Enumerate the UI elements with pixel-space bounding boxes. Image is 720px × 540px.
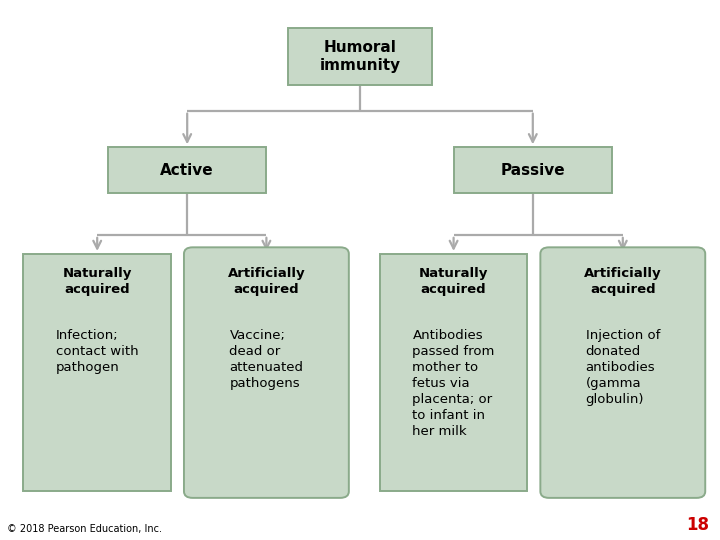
Text: Artificially
acquired: Artificially acquired	[228, 267, 305, 296]
Text: © 2018 Pearson Education, Inc.: © 2018 Pearson Education, Inc.	[7, 523, 162, 534]
FancyBboxPatch shape	[540, 247, 705, 498]
FancyBboxPatch shape	[184, 247, 348, 498]
Text: Injection of
donated
antibodies
(gamma
globulin): Injection of donated antibodies (gamma g…	[585, 329, 660, 406]
FancyBboxPatch shape	[108, 147, 266, 193]
Text: Naturally
acquired: Naturally acquired	[63, 267, 132, 296]
FancyBboxPatch shape	[380, 254, 527, 491]
Text: Infection;
contact with
pathogen: Infection; contact with pathogen	[56, 329, 138, 374]
FancyBboxPatch shape	[288, 28, 432, 85]
Text: Passive: Passive	[500, 163, 565, 178]
FancyBboxPatch shape	[24, 254, 171, 491]
FancyBboxPatch shape	[454, 147, 612, 193]
Text: Vaccine;
dead or
attenuated
pathogens: Vaccine; dead or attenuated pathogens	[230, 329, 303, 390]
Text: 18: 18	[686, 516, 709, 534]
Text: Artificially
acquired: Artificially acquired	[584, 267, 662, 296]
Text: Naturally
acquired: Naturally acquired	[419, 267, 488, 296]
Text: Antibodies
passed from
mother to
fetus via
placenta; or
to infant in
her milk: Antibodies passed from mother to fetus v…	[413, 329, 495, 438]
Text: Active: Active	[161, 163, 214, 178]
Text: Humoral
immunity: Humoral immunity	[320, 40, 400, 73]
